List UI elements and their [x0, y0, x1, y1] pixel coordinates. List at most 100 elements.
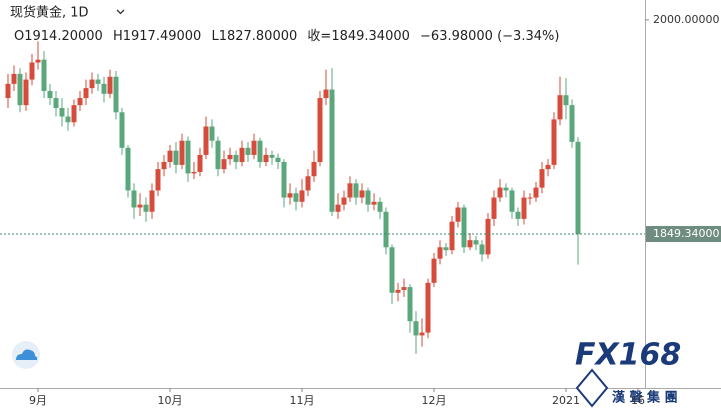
candle-body — [173, 150, 179, 165]
candle-body — [395, 289, 401, 293]
candle-body — [287, 193, 293, 198]
candle-body — [119, 112, 125, 148]
candle-body — [401, 287, 407, 290]
x-tick-label: 12月 — [422, 394, 447, 407]
ohlc-close: 收=1849.34000 — [307, 29, 409, 44]
candle-body — [335, 204, 341, 212]
candle-body — [341, 197, 347, 205]
candle-body — [203, 126, 209, 155]
candle-body — [317, 98, 323, 163]
candle-body — [83, 88, 89, 99]
candle-body — [257, 140, 263, 163]
ohlc-legend: O1914.20000 H1917.49000 L1827.80000 收=18… — [14, 29, 559, 44]
candle-body — [269, 154, 275, 158]
candle-body — [209, 126, 215, 141]
candle-body — [485, 218, 491, 255]
candle-body — [425, 282, 431, 333]
candle-body — [185, 140, 191, 174]
candle-body — [515, 211, 521, 219]
ohlc-low: L1827.80000 — [211, 29, 297, 44]
candle-body — [521, 197, 527, 219]
candle-body — [29, 62, 35, 80]
candle-body — [113, 76, 119, 113]
candle-body — [389, 247, 395, 293]
candle-body — [101, 83, 107, 94]
candle-body — [143, 204, 149, 212]
candle-body — [461, 207, 467, 248]
candle-body — [365, 190, 371, 205]
ohlc-open: O1914.20000 — [14, 29, 103, 44]
candle-body — [89, 79, 95, 89]
candle-body — [455, 207, 461, 222]
candle-body — [71, 105, 77, 123]
candle-body — [359, 190, 365, 198]
candle-body — [95, 79, 101, 84]
candle-body — [479, 244, 485, 255]
candle-body — [281, 162, 287, 198]
candle-body — [245, 147, 251, 155]
candle-body — [539, 169, 545, 188]
candle-body — [575, 141, 581, 235]
candle-body — [65, 116, 71, 123]
candle-body — [353, 183, 359, 198]
candle-body — [533, 187, 539, 198]
symbol-title: 现货黄金, 1D — [10, 5, 89, 21]
candle-body — [347, 183, 353, 198]
candle-body — [545, 164, 551, 170]
candle-body — [467, 240, 473, 248]
candle-body — [35, 59, 41, 63]
candle-body — [557, 95, 563, 120]
candle-body — [473, 240, 479, 245]
candle-body — [443, 247, 449, 251]
candle-body — [239, 147, 245, 163]
candle-body — [563, 95, 569, 106]
candle-body — [305, 176, 311, 191]
candle-body — [125, 147, 131, 191]
candle-body — [149, 190, 155, 212]
candle-body — [77, 98, 83, 106]
candle-body — [509, 190, 515, 212]
candle-body — [53, 98, 59, 109]
candle-body — [491, 197, 497, 219]
y-tick-label: 2000.00000 — [653, 13, 719, 26]
candle-body — [407, 287, 413, 322]
cloud-button[interactable] — [12, 341, 40, 369]
candle-body — [221, 159, 227, 170]
candle-body — [23, 79, 29, 106]
candle-body — [503, 187, 509, 191]
ohlc-change: −63.98000 (−3.34%) — [420, 29, 559, 44]
candle-body — [161, 162, 167, 170]
last-price-box — [646, 226, 721, 243]
candle-body — [251, 140, 257, 155]
candle-body — [497, 187, 503, 198]
last-price-label: 1849.34000 — [653, 227, 719, 240]
candle-body — [293, 193, 299, 202]
candle-body — [11, 73, 17, 84]
candle-body — [179, 140, 185, 165]
candle-body — [137, 204, 143, 208]
candle-body — [569, 105, 575, 142]
x-tick-label: 9月 — [29, 394, 47, 407]
candle-body — [41, 59, 47, 91]
candle-body — [377, 201, 383, 212]
candle-body — [59, 108, 65, 117]
candle-body — [227, 154, 233, 160]
candle-body — [197, 154, 203, 172]
candle-body — [311, 162, 317, 177]
x-tick-label: 2021 — [552, 394, 580, 407]
candle-body — [47, 90, 53, 99]
candle-body — [371, 201, 377, 205]
candle-body — [299, 190, 305, 202]
candle-body — [431, 258, 437, 283]
cloud-icon — [16, 349, 38, 360]
x-tick-label: 11月 — [290, 394, 315, 407]
candle-body — [323, 89, 329, 99]
logo-diamond — [575, 368, 609, 408]
candle-body — [329, 89, 335, 212]
watermark: FX168 — [575, 338, 681, 373]
watermark-logo: FX168 漢 聲 集 團 — [575, 338, 681, 408]
ohlc-high: H1917.49000 — [113, 29, 201, 44]
dropdown-chevron[interactable] — [116, 9, 125, 15]
